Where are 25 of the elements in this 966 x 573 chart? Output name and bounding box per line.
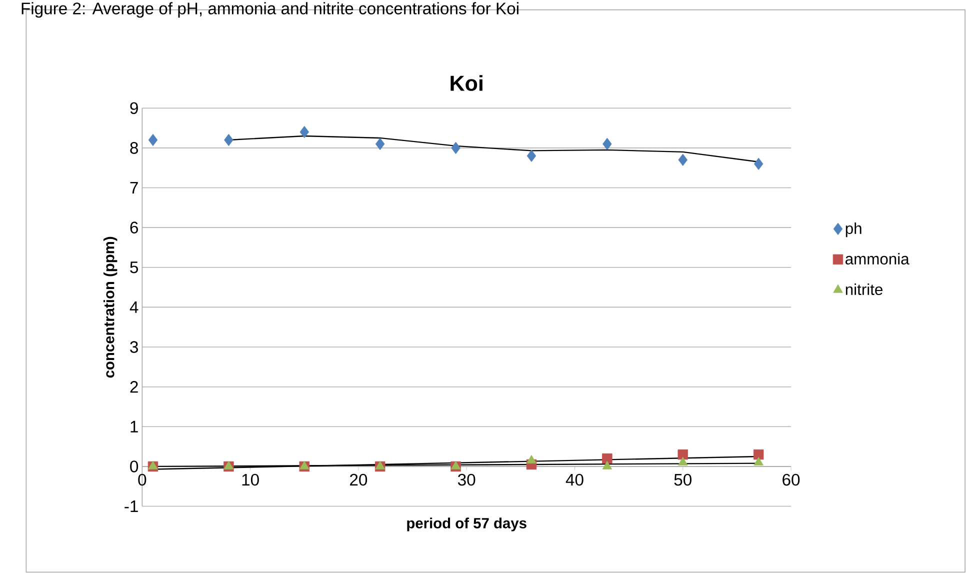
legend-label: ammonia xyxy=(846,252,910,264)
legend-label: nitrite xyxy=(846,283,882,295)
x-tick-label: 20 xyxy=(350,474,368,486)
y-tick-label: 7 xyxy=(130,182,138,194)
y-tick-label: 8 xyxy=(130,142,138,154)
y-tick-label: 2 xyxy=(130,380,138,393)
x-tick-label: 30 xyxy=(458,474,476,486)
y-axis-title: concentration (ppm) xyxy=(103,236,118,378)
caption: Figure 2: Average of pH, ammonia and nitrite concentrations for Koi xyxy=(22,2,518,18)
y-tick-label: 3 xyxy=(130,341,138,353)
x-axis-title: period of 57 days xyxy=(407,518,526,532)
y-tick-label: 1 xyxy=(130,420,138,432)
y-tick-label: 5 xyxy=(130,262,138,274)
y-tick-label: 0 xyxy=(130,460,138,472)
y-tick-label: 6 xyxy=(130,222,138,234)
y-tick-label: -1 xyxy=(124,500,138,512)
legend-label: ph xyxy=(846,222,862,238)
y-tick-label: 4 xyxy=(130,301,138,313)
x-tick-label: 10 xyxy=(242,474,259,486)
x-tick-label: 50 xyxy=(674,474,692,486)
x-tick-label: 0 xyxy=(138,474,146,486)
x-tick-label: 60 xyxy=(782,474,800,486)
x-tick-label: 40 xyxy=(566,474,584,486)
y-tick-label: 9 xyxy=(130,102,138,114)
chart-title: Koi xyxy=(450,75,482,91)
